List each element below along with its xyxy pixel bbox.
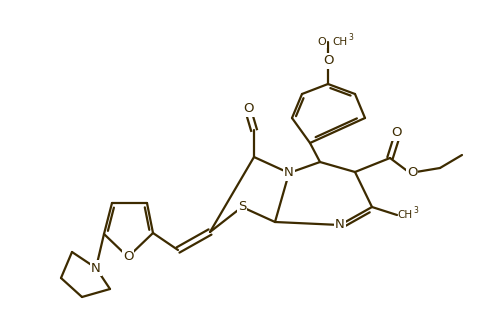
Text: 3: 3 [413, 206, 418, 215]
Text: O: O [318, 37, 326, 47]
Text: O: O [407, 166, 417, 180]
Text: 3: 3 [348, 33, 353, 42]
Text: O: O [392, 127, 402, 139]
Text: O: O [323, 55, 333, 68]
Text: N: N [335, 219, 345, 231]
Text: CH: CH [397, 210, 412, 220]
Text: O: O [123, 251, 133, 263]
Text: S: S [238, 201, 246, 214]
Text: CH: CH [332, 37, 347, 47]
Text: N: N [284, 166, 294, 180]
Text: O: O [244, 102, 254, 116]
Text: N: N [91, 262, 101, 274]
